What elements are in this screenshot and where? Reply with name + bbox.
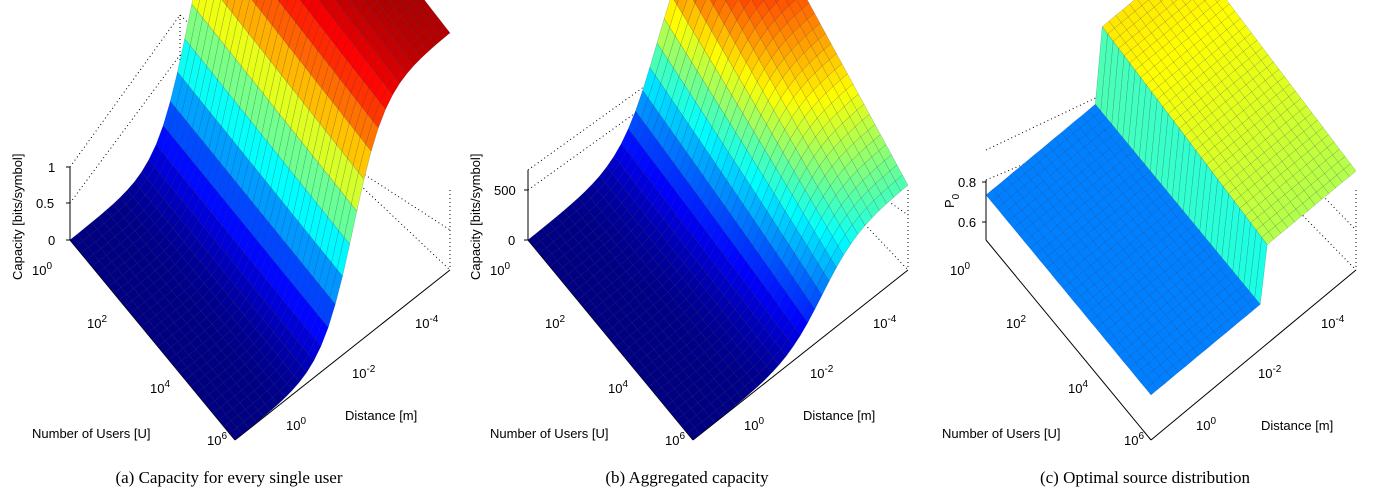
y-tick-label: 100 [490, 261, 510, 278]
x-tick-label: 100 [286, 416, 306, 433]
surface-patch [251, 0, 258, 6]
x-tick-label: 10-4 [873, 314, 897, 331]
surface-patch [229, 427, 243, 441]
surface-plot-a: Capacity [bits/symbol] Number of Users [… [10, 0, 451, 448]
y-tick-label: 100 [950, 261, 970, 278]
surface-patch [710, 0, 716, 6]
axis-labels-a: Capacity [bits/symbol] Number of Users [… [10, 154, 439, 448]
surface-plot-c: P0 Number of Users [U] Distance [m] 0.6 … [942, 0, 1357, 448]
x-tick-label: 10-2 [810, 364, 834, 381]
surface-patch [676, 0, 688, 15]
chart-panel-b: Capacity [bits/symbol] Number of Users [… [458, 0, 916, 495]
surface-patch [221, 0, 229, 7]
surface-patch [237, 0, 250, 27]
surface-patch [1165, 365, 1179, 379]
z-tick-label: 0 [48, 233, 55, 248]
z-axis-label: Capacity [bits/symbol] [10, 154, 25, 280]
surface-b [527, 0, 909, 441]
y-axis-label: Number of Users [U] [942, 426, 1060, 441]
y-axis-line [527, 239, 694, 441]
z-axis-label: Capacity [bits/symbol] [468, 154, 483, 280]
back-grid [527, 67, 699, 191]
y-tick-label: 104 [608, 379, 628, 396]
y-tick-label: 102 [1006, 314, 1026, 331]
z-tick-label: 0 [508, 233, 515, 248]
x-axis-line [1150, 269, 1357, 441]
surface-patch [673, 0, 679, 6]
y-tick-label: 106 [665, 431, 685, 448]
x-tick-label: 100 [744, 416, 764, 433]
surface-patch [1145, 382, 1159, 396]
surface-plot-b: Capacity [bits/symbol] Number of Users [… [468, 0, 909, 448]
x-axis-line [692, 269, 909, 441]
back-grid [69, 54, 181, 204]
surface-patch [197, 0, 207, 19]
z-tick-label: 0.6 [958, 215, 976, 230]
surface-patch [694, 0, 707, 13]
x-tick-label: 10-4 [415, 314, 439, 331]
chart-panel-a: Capacity [bits/symbol] Number of Users [… [0, 0, 458, 495]
surface-patch [236, 421, 250, 435]
y-axis-label: Number of Users [U] [32, 426, 150, 441]
surface-patch [1159, 0, 1164, 2]
x-tick-label: 10-2 [1258, 364, 1282, 381]
x-tick-label: 100 [1196, 416, 1216, 433]
y-axis-line [985, 239, 1152, 441]
y-axis-label: Number of Users [U] [490, 426, 608, 441]
y-tick-label: 102 [87, 314, 107, 331]
z-tick-label: 500 [494, 183, 516, 198]
surface-patch [231, 0, 243, 21]
y-tick-label: 106 [1124, 431, 1144, 448]
surface-patch [250, 409, 264, 423]
surface-patch [376, 0, 379, 2]
caption-b: (b) Aggregated capacity [605, 468, 769, 487]
y-tick-label: 106 [207, 431, 227, 448]
y-axis-line [69, 239, 236, 441]
z-tick-label: 0.5 [36, 196, 54, 211]
x-axis-label: Distance [m] [345, 408, 417, 423]
x-axis-label: Distance [m] [1261, 418, 1333, 433]
surface-patch [202, 0, 214, 26]
surface-patch [692, 0, 697, 4]
axis-labels-b: Capacity [bits/symbol] Number of Users [… [468, 154, 897, 448]
surface-a [69, 0, 451, 441]
surface-patch [1137, 0, 1149, 6]
z-tick-label: 0.8 [958, 175, 976, 190]
surface-patch [708, 410, 722, 424]
surface-patch [694, 421, 708, 435]
surface-patch [725, 0, 727, 2]
surface-patch [1204, 0, 1206, 1]
chart-panel-c: P0 Number of Users [U] Distance [m] 0.6 … [916, 0, 1374, 495]
surface-patch [701, 415, 715, 429]
x-axis-label: Distance [m] [803, 408, 875, 423]
y-tick-label: 102 [545, 314, 565, 331]
axis-labels-c: P0 Number of Users [U] Distance [m] 0.6 … [942, 175, 1345, 448]
surface-patch [277, 0, 281, 3]
surface-patch [1158, 371, 1172, 384]
surface-patch [191, 0, 200, 12]
caption-a: (a) Capacity for every single user [115, 468, 343, 487]
x-axis-line [234, 269, 451, 441]
surface-patch [208, 0, 221, 33]
z-axis-label: P0 [942, 193, 962, 208]
y-tick-label: 104 [1068, 379, 1088, 396]
y-tick-label: 104 [150, 379, 170, 396]
y-tick-label: 100 [32, 261, 52, 278]
surface-patch [363, 0, 367, 2]
x-tick-label: 10-2 [352, 364, 376, 381]
surface-patch [774, 0, 780, 3]
surface-patch [243, 415, 257, 429]
x-tick-label: 10-4 [1321, 314, 1345, 331]
z-tick-label: 1 [48, 160, 55, 175]
surface-patch [1215, 0, 1221, 3]
surface-patch [226, 0, 236, 14]
caption-c: (c) Optimal source distribution [1039, 468, 1251, 487]
surface-c [985, 0, 1357, 396]
surface-patch [687, 427, 701, 441]
surface-patch [388, 0, 393, 2]
